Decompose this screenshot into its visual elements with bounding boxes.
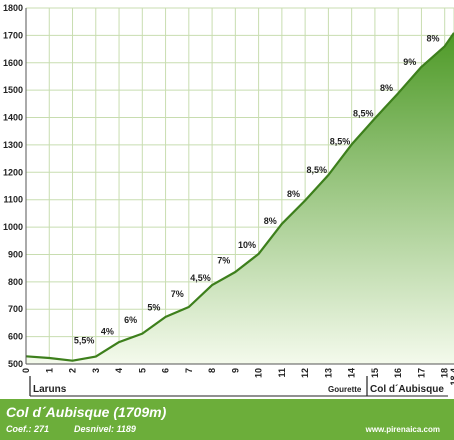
gradient-label: 8,5% xyxy=(330,137,351,147)
place-label: Col d´Aubisque xyxy=(370,384,444,395)
gradient-label: 7% xyxy=(217,256,230,266)
y-tick-label: 1600 xyxy=(3,58,23,68)
gradient-label: 8% xyxy=(380,83,393,93)
chart-footer: Col d´Aubisque (1709m) Coef.: 271 Desniv… xyxy=(0,399,454,440)
x-tick-label: 10 xyxy=(254,368,264,378)
x-tick-label: 7 xyxy=(184,368,194,373)
gradient-label: 8,5% xyxy=(307,165,328,175)
x-tick-label: 6 xyxy=(161,368,171,373)
gradient-label: 9% xyxy=(403,57,416,67)
y-tick-label: 1400 xyxy=(3,113,23,123)
gradient-label: 4,5% xyxy=(190,273,211,283)
coef-stat: Coef.: 271 xyxy=(6,424,50,434)
gradient-label: 4% xyxy=(101,326,114,336)
x-tick-label: 0 xyxy=(21,368,31,373)
gradient-label: 10% xyxy=(238,240,256,250)
y-tick-label: 500 xyxy=(8,359,23,369)
x-tick-label: 18 xyxy=(440,368,450,378)
x-tick-label: 2 xyxy=(68,368,78,373)
gradient-label: 7% xyxy=(171,289,184,299)
x-tick-label: 5 xyxy=(137,368,147,373)
y-tick-label: 1800 xyxy=(3,3,23,13)
y-tick-label: 1000 xyxy=(3,222,23,232)
chart-title: Col d´Aubisque (1709m) xyxy=(6,404,167,420)
x-tick-label: 1 xyxy=(44,368,54,373)
x-tick-label: 8 xyxy=(207,368,217,373)
gradient-label: 6% xyxy=(124,315,137,325)
gradient-label: 8,5% xyxy=(353,108,374,118)
elevation-area xyxy=(26,32,454,365)
x-tick-label: 4 xyxy=(114,368,124,373)
x-tick-label: 3 xyxy=(91,368,101,373)
desnivel-stat: Desnivel: 1189 xyxy=(74,424,136,434)
gradient-label: 8% xyxy=(264,216,277,226)
place-label: Gourette xyxy=(328,385,362,394)
x-tick-label: 16 xyxy=(393,368,403,378)
y-tick-label: 1200 xyxy=(3,167,23,177)
x-tick-label: 12 xyxy=(300,368,310,378)
y-tick-label: 900 xyxy=(8,249,23,259)
gradient-label: 8% xyxy=(427,34,440,44)
place-label: Laruns xyxy=(33,384,67,395)
x-tick-label: 13 xyxy=(323,368,333,378)
x-tick-label: 14 xyxy=(347,368,357,378)
y-tick-label: 1700 xyxy=(3,30,23,40)
y-tick-label: 1100 xyxy=(3,195,23,205)
y-tick-label: 1300 xyxy=(3,140,23,150)
x-tick-label: 9 xyxy=(230,368,240,373)
gradient-label: 5% xyxy=(147,302,160,312)
gradient-label: 5,5% xyxy=(74,336,95,346)
y-tick-label: 1500 xyxy=(3,85,23,95)
site-credit: www.pirenaica.com xyxy=(365,425,440,434)
x-tick-label: 15 xyxy=(370,368,380,378)
elevation-line xyxy=(25,32,454,362)
y-tick-label: 600 xyxy=(8,332,23,342)
x-tick-label: 17 xyxy=(416,368,426,378)
x-tick-label: 11 xyxy=(277,368,287,378)
x-tick-label: 18,4 xyxy=(449,368,454,386)
chart-canvas: 5006007008009001000110012001300140015001… xyxy=(3,3,454,397)
y-tick-label: 800 xyxy=(8,277,23,287)
gradient-label: 8% xyxy=(287,189,300,199)
y-tick-label: 700 xyxy=(8,304,23,314)
